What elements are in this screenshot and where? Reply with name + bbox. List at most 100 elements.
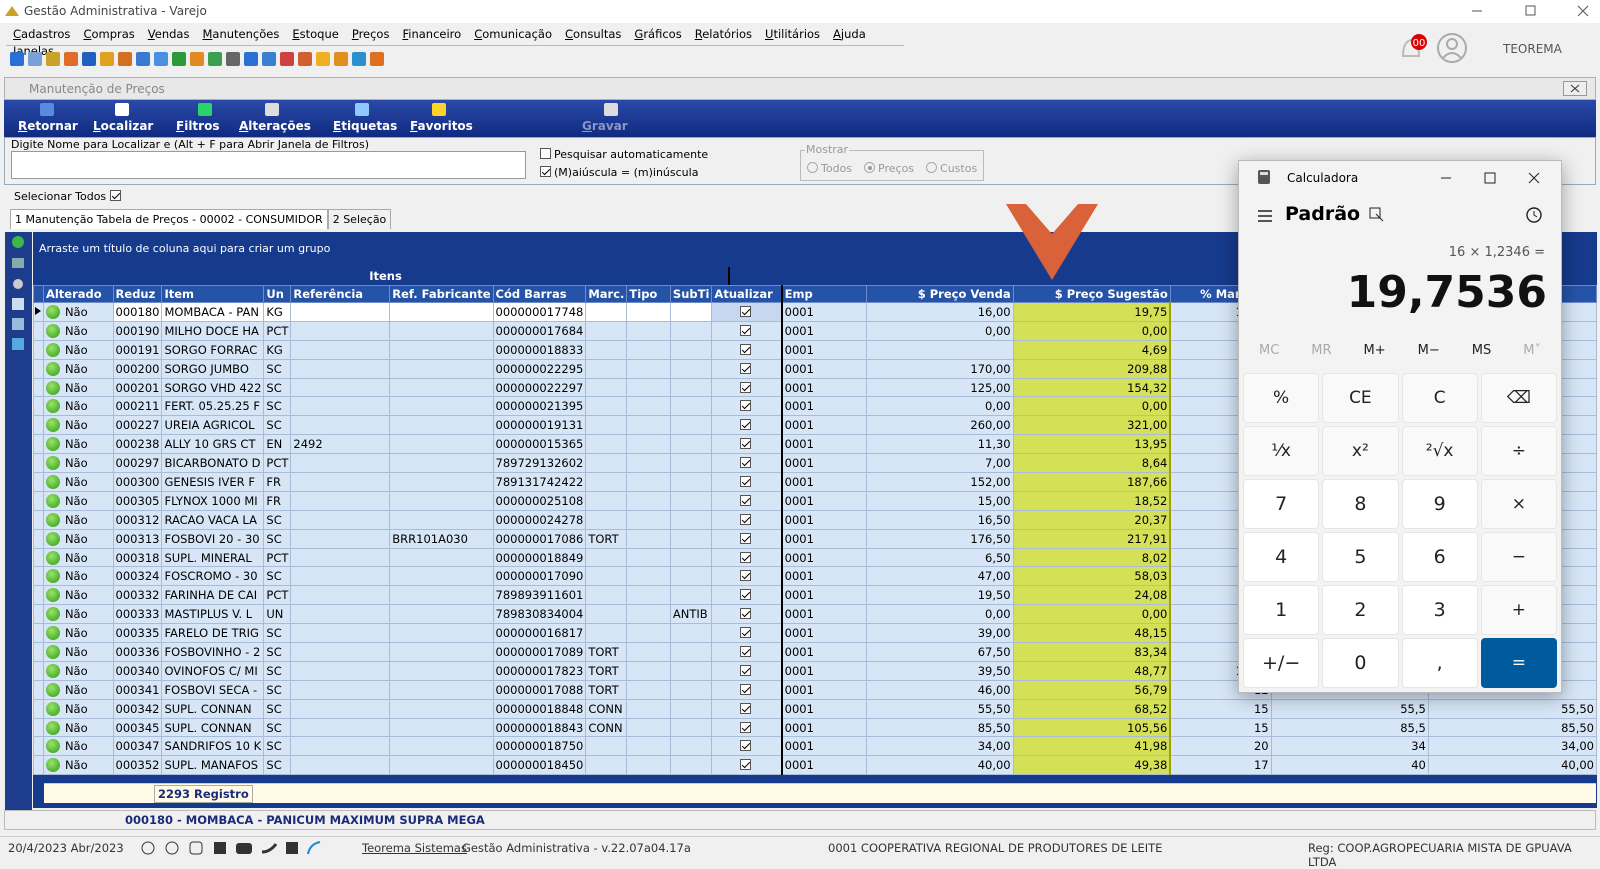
checkbox[interactable] xyxy=(739,702,751,714)
company-link[interactable]: Teorema Sistemas xyxy=(362,841,467,855)
column-header[interactable]: Cód Barras xyxy=(492,285,587,303)
checkbox[interactable] xyxy=(739,305,751,317)
toolbar-icon[interactable] xyxy=(334,52,348,66)
calc-key[interactable]: CE xyxy=(1322,373,1399,423)
memory-button[interactable]: M− xyxy=(1417,343,1440,358)
calc-key[interactable]: , xyxy=(1401,638,1478,688)
column-header[interactable]: Alterado xyxy=(42,285,114,303)
toolbar-button[interactable]: Localizar xyxy=(93,119,154,133)
calc-key[interactable]: 2 xyxy=(1322,585,1399,635)
memory-button[interactable]: MC xyxy=(1259,343,1280,358)
calc-window-controls[interactable] xyxy=(1439,171,1549,185)
checkbox[interactable] xyxy=(109,190,121,201)
toolbar-button[interactable]: Gravar xyxy=(582,119,628,133)
window-controls[interactable] xyxy=(1470,4,1595,18)
checkbox[interactable] xyxy=(739,627,751,639)
checkbox[interactable] xyxy=(739,759,751,771)
toolbar-icon[interactable] xyxy=(604,103,618,116)
menu-item[interactable]: Relatórios xyxy=(694,27,753,41)
toolbar-icon[interactable] xyxy=(208,52,222,66)
checkbox[interactable] xyxy=(540,166,551,177)
calc-key[interactable]: 8 xyxy=(1322,479,1399,529)
radio-option[interactable]: Preços xyxy=(864,162,914,175)
toolbar-icon[interactable] xyxy=(226,52,240,66)
checkbox[interactable] xyxy=(739,324,751,336)
toolbar-icon[interactable] xyxy=(10,52,24,66)
menu-item[interactable]: Ajuda xyxy=(833,27,866,41)
checkbox[interactable] xyxy=(739,589,751,601)
menu-item[interactable]: Gráficos xyxy=(634,27,682,41)
radio[interactable] xyxy=(807,162,818,173)
calc-key[interactable]: 6 xyxy=(1401,532,1478,582)
close-button[interactable] xyxy=(1563,81,1587,96)
menu-item[interactable]: Janelas xyxy=(13,44,55,58)
calc-key[interactable]: ¹⁄x xyxy=(1243,426,1320,476)
checkbox[interactable] xyxy=(739,664,751,676)
toolbar-icon[interactable] xyxy=(298,52,312,66)
checkbox[interactable] xyxy=(739,381,751,393)
column-header[interactable]: $ Preço Sugestão xyxy=(1012,285,1171,303)
calc-key[interactable]: 4 xyxy=(1243,532,1320,582)
toolbar-icon[interactable] xyxy=(352,52,366,66)
calc-key[interactable]: +/− xyxy=(1243,638,1320,688)
checkbox[interactable] xyxy=(739,494,751,506)
checkbox[interactable] xyxy=(739,419,751,431)
checkbox[interactable] xyxy=(739,400,751,412)
column-header[interactable]: Reduz xyxy=(112,285,163,303)
column-header[interactable]: Referência xyxy=(290,285,391,303)
column-header[interactable]: Un xyxy=(263,285,292,303)
toolbar-icon[interactable] xyxy=(262,52,276,66)
checkbox[interactable] xyxy=(739,608,751,620)
toolbar-icon[interactable] xyxy=(82,52,96,66)
calc-key[interactable]: ⌫ xyxy=(1480,373,1557,423)
checkbox[interactable] xyxy=(739,532,751,544)
checkbox[interactable] xyxy=(739,683,751,695)
calc-key[interactable]: 9 xyxy=(1401,479,1478,529)
column-header[interactable]: Ref. Fabricante xyxy=(389,285,494,303)
user-avatar[interactable] xyxy=(1436,32,1468,64)
menu-item[interactable]: Compras xyxy=(83,27,135,41)
tab[interactable]: 2 Seleção xyxy=(327,209,392,229)
checkbox[interactable] xyxy=(739,551,751,563)
toolbar-icon[interactable] xyxy=(46,52,60,66)
calc-key[interactable]: 3 xyxy=(1401,585,1478,635)
nav-menu[interactable] xyxy=(1257,209,1273,223)
menu-item[interactable]: Preços xyxy=(351,27,390,41)
toolbar-icon[interactable] xyxy=(118,52,132,66)
auto-search-option[interactable]: Pesquisar automaticamente xyxy=(540,148,708,161)
case-option[interactable]: (M)aiúscula = (m)inúscula xyxy=(540,166,698,179)
calc-key[interactable]: ÷ xyxy=(1480,426,1557,476)
select-all[interactable]: Selecionar Todos xyxy=(14,190,124,203)
toolbar-icon[interactable] xyxy=(316,52,330,66)
calc-key[interactable]: = xyxy=(1480,638,1557,688)
column-header[interactable]: Marc. xyxy=(585,285,628,303)
calc-key[interactable]: C xyxy=(1401,373,1478,423)
checkbox[interactable] xyxy=(739,513,751,525)
menu-item[interactable]: Financeiro xyxy=(402,27,462,41)
calc-key[interactable]: x² xyxy=(1322,426,1399,476)
checkbox[interactable] xyxy=(739,343,751,355)
toolbar-button[interactable]: Retornar xyxy=(18,119,78,133)
toolbar-icon[interactable] xyxy=(432,103,446,116)
checkbox[interactable] xyxy=(739,475,751,487)
memory-button[interactable]: M˅ xyxy=(1523,343,1541,358)
memory-button[interactable]: MR xyxy=(1311,343,1332,358)
toolbar-button[interactable]: Favoritos xyxy=(410,119,473,133)
grid-row[interactable]: Não 000342 SUPL. CONNAN SC 000000018848 CONN 0… xyxy=(33,698,1597,719)
calc-key[interactable]: 7 xyxy=(1243,479,1320,529)
toolbar-icon[interactable] xyxy=(370,52,384,66)
calc-key[interactable]: + xyxy=(1480,585,1557,635)
menu-item[interactable]: Cadastros xyxy=(13,27,71,41)
calc-key[interactable]: − xyxy=(1480,532,1557,582)
toolbar-icon[interactable] xyxy=(280,52,294,66)
toolbar-icon[interactable] xyxy=(244,52,258,66)
toolbar-button[interactable]: Alterações xyxy=(239,119,311,133)
checkbox[interactable] xyxy=(739,362,751,374)
toolbar-icon[interactable] xyxy=(198,103,212,116)
radio[interactable] xyxy=(864,162,876,173)
toolbar-icon[interactable] xyxy=(190,52,204,66)
notification-bell[interactable]: 00 xyxy=(1395,32,1435,66)
grid-row[interactable]: Não 000347 SANDRIFOS 10 K SC 000000018750 000… xyxy=(33,736,1597,757)
grid-row[interactable]: Não 000345 SUPL. CONNAN SC 000000018843 CONN 0… xyxy=(33,717,1597,738)
calc-key[interactable]: 1 xyxy=(1243,585,1320,635)
